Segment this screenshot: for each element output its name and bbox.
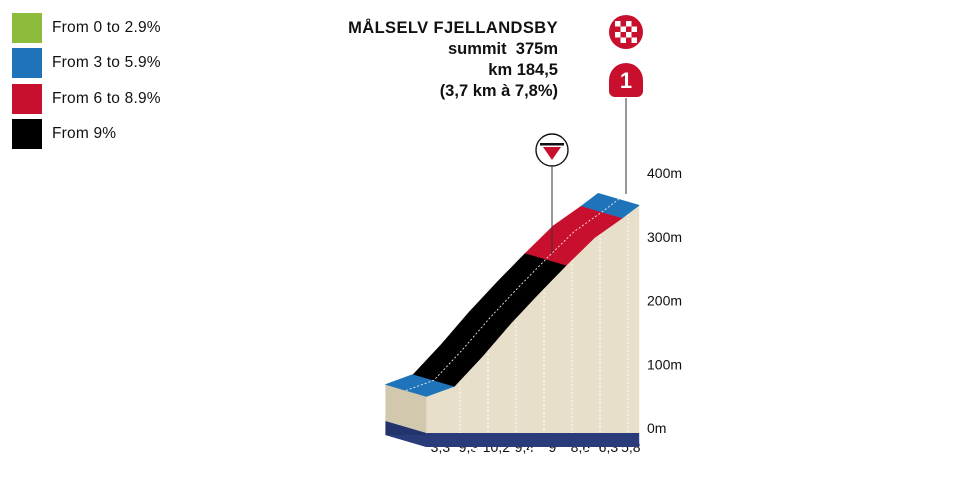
summit-info: MÅLSELV FJELLANDSBY summit 375m km 184,5… (348, 18, 558, 102)
legend-label: From 9% (52, 125, 117, 143)
band-centre-line (405, 198, 619, 391)
profile-end-cap (385, 384, 427, 433)
legend-swatch-blue (12, 48, 42, 79)
legend-label: From 3 to 5.9% (52, 54, 161, 72)
gradient-legend: From 0 to 2.9% From 3 to 5.9% From 6 to … (12, 10, 161, 152)
climb-category-badge: 1 (609, 63, 643, 97)
km-tick-label: 3 (584, 446, 593, 463)
altitude-tick-label: 100m (647, 356, 682, 372)
climb-stats: (3,7 km à 7,8%) (439, 82, 558, 100)
summit-name: MÅLSELV FJELLANDSBY (348, 19, 558, 37)
km-tick-label: 1 (472, 446, 481, 463)
altitude-tick-label: 400m (647, 165, 682, 181)
legend-item-0-2.9: From 0 to 2.9% (12, 10, 161, 46)
legend-swatch-black (12, 119, 42, 150)
legend-label: From 6 to 8.9% (52, 89, 161, 107)
km-tick-label: 0 (406, 452, 415, 469)
summit-km: km 184,5 (488, 61, 558, 79)
gradient-segment (581, 192, 640, 219)
legend-item-9-plus: From 9% (12, 117, 161, 153)
altitude-tick-label: 0m (647, 420, 666, 436)
profile-face (426, 205, 640, 433)
altitude-tick-label: 200m (647, 293, 682, 309)
legend-item-6-8.9: From 6 to 8.9% (12, 81, 161, 117)
legend-swatch-green (12, 12, 42, 43)
checkered-flag-icon (609, 15, 643, 49)
legend-swatch-red (12, 83, 42, 114)
legend-label: From 0 to 2.9% (52, 18, 161, 36)
legend-item-3-5.9: From 3 to 5.9% (12, 46, 161, 82)
altitude-tick-label: 300m (647, 229, 682, 245)
km-tick-label: 2 (528, 446, 537, 463)
summit-altitude: summit 375m (447, 40, 558, 58)
climb-category-label: 1 (620, 68, 632, 93)
red-triangle-marker-icon (535, 133, 569, 167)
km-axis-base-bottom (385, 435, 640, 447)
